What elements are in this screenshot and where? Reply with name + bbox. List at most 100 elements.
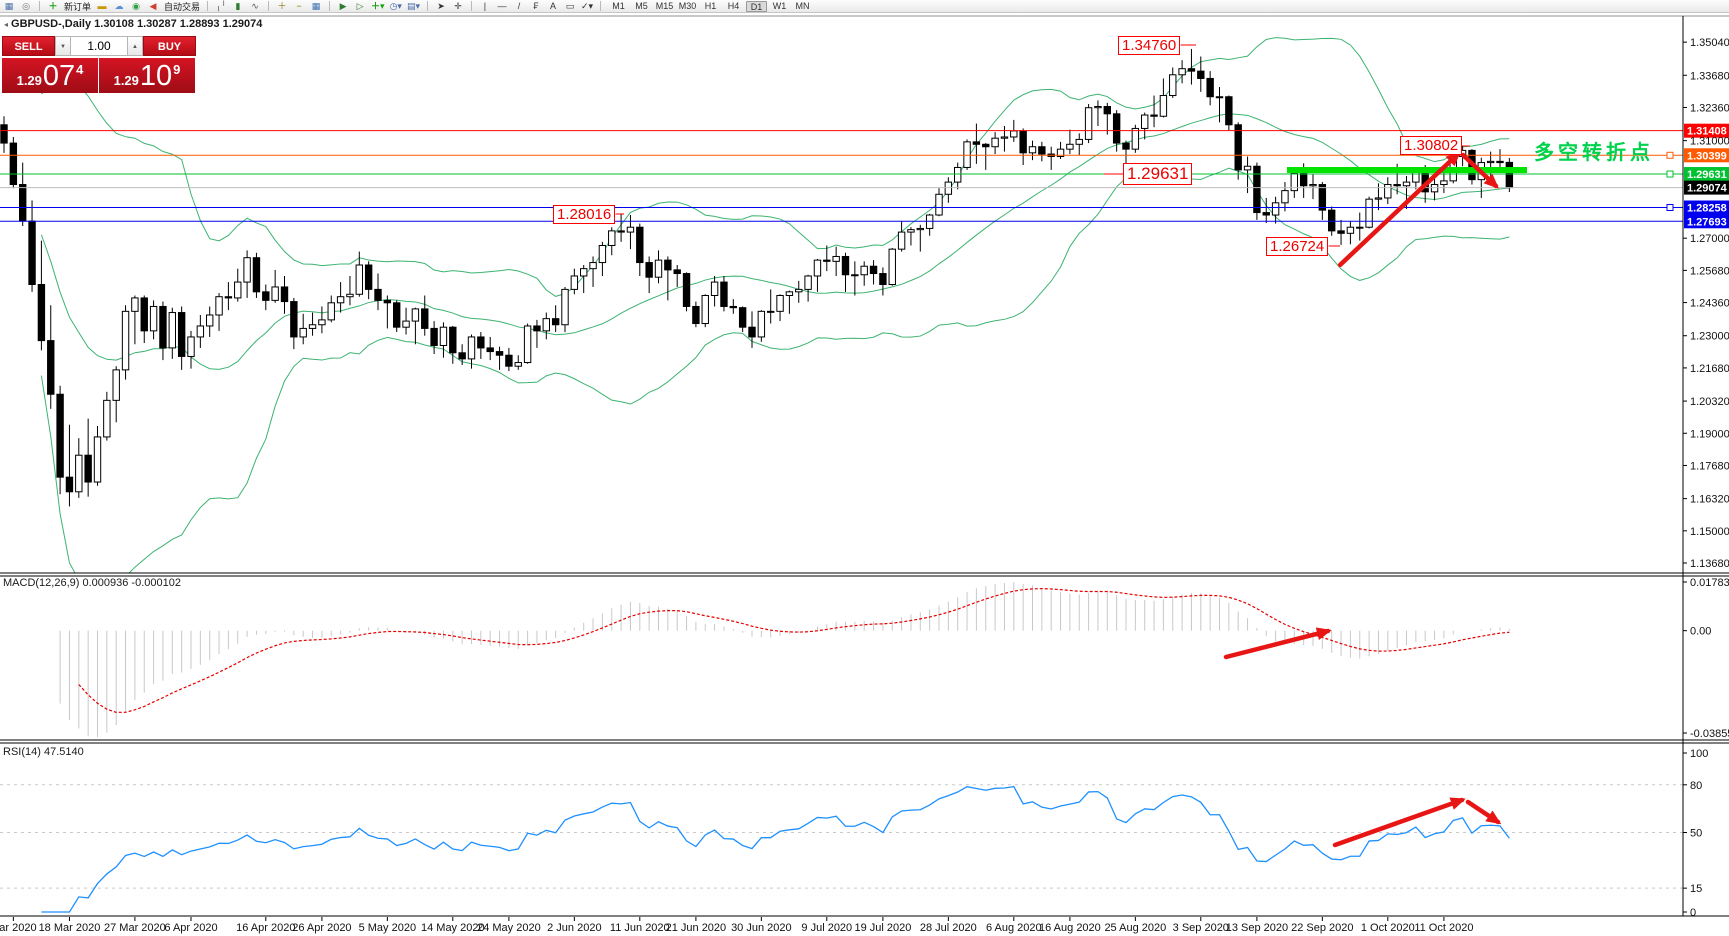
period-clock-icon[interactable]: ◷▾ (389, 1, 402, 11)
volume-down-stepper[interactable]: ▼ (55, 36, 71, 56)
candle-body (495, 351, 504, 356)
support-level-bar[interactable] (1287, 167, 1527, 173)
crosshair-tool-icon[interactable]: ✛ (454, 1, 462, 11)
zoom-out-icon[interactable]: − (296, 1, 302, 11)
trendline-tool-icon[interactable]: / (517, 1, 521, 11)
volume-input[interactable] (71, 36, 127, 56)
rsi-scale-label: 0 (1690, 907, 1696, 919)
timeframe-button-m1[interactable]: M1 (612, 0, 625, 11)
macd-pane[interactable] (0, 577, 1683, 740)
hline-tool-icon[interactable]: — (497, 1, 507, 11)
timeframe-button-m15[interactable]: M15 (655, 0, 674, 11)
candle-body (963, 141, 971, 168)
main-chart-plot[interactable] (0, 17, 1683, 573)
cloud-icon[interactable]: ☁ (114, 1, 124, 11)
candle-body (617, 230, 625, 233)
candle-body (47, 340, 55, 395)
price-annotation-label[interactable]: 1.29631 (1123, 163, 1193, 185)
candle-body (477, 336, 485, 349)
preview-icon[interactable]: ◎ (22, 1, 30, 11)
templates-icon[interactable]: ▤▾ (406, 1, 420, 11)
candle-body (804, 275, 812, 290)
hline-handle[interactable] (1666, 170, 1674, 178)
candle-body (402, 320, 410, 328)
tile-windows-icon[interactable]: ▦ (311, 1, 321, 11)
rsi-line (41, 785, 1510, 913)
price-tick-label: 1.33680 (1690, 70, 1729, 82)
chart-shift-icon[interactable]: ▷ (356, 1, 364, 11)
candle-body (1243, 165, 1252, 171)
line-mode-icon[interactable]: ∿ (251, 1, 259, 11)
rsi-trend-arrow[interactable] (1332, 797, 1466, 848)
hline-handle[interactable] (1666, 151, 1674, 159)
cursor-tool-icon[interactable]: ➤ (437, 1, 445, 11)
main-trend-arrow[interactable] (1337, 151, 1461, 268)
candle-body (1430, 184, 1439, 193)
price-tick-label: 1.23000 (1690, 331, 1729, 343)
macd-scale-label: 0.017833 (1690, 577, 1729, 589)
candle-body (767, 310, 775, 313)
rsi-pane[interactable] (0, 744, 1683, 916)
candle-body (1178, 68, 1186, 76)
autotrade-icon[interactable]: ◀ (149, 1, 157, 11)
gold-icon[interactable]: ▬ (97, 1, 107, 11)
auto-scroll-icon[interactable]: ▶ (339, 1, 347, 11)
time-tick-label: 19 Jul 2020 (854, 922, 911, 934)
price-tick-label: 1.19000 (1690, 428, 1729, 440)
candle-body (224, 296, 233, 299)
candle-body (673, 269, 681, 275)
candle-body (486, 347, 494, 353)
candle-mode-icon[interactable]: ▮ (235, 1, 241, 11)
price-badge-text: 1.29631 (1687, 169, 1727, 181)
sell-price-box[interactable]: 1.29 07 4 (2, 58, 98, 93)
bar-chart-mode-icon[interactable]: ╷╵ (215, 1, 227, 11)
autotrade-label[interactable]: 自动交易 (164, 1, 201, 12)
rsi-trend-arrow[interactable] (1465, 799, 1502, 825)
timeframe-button-m30[interactable]: M30 (678, 0, 697, 11)
buy-price-box[interactable]: 1.29 10 9 (99, 58, 195, 93)
sell-button[interactable]: SELL (2, 36, 55, 56)
note-annotation[interactable]: 多空转折点 (1534, 142, 1654, 164)
toolbar-separator (207, 1, 209, 11)
timeframe-button-w1[interactable]: W1 (772, 0, 787, 11)
price-badge-text: 1.28258 (1687, 203, 1727, 215)
candle-body (1328, 209, 1336, 232)
signal-icon[interactable]: ◉ (132, 1, 140, 11)
chart-window-icon[interactable]: ▦ (4, 1, 14, 11)
fibonacci-tool-icon[interactable]: ₣ (533, 1, 539, 11)
main-trend-arrow[interactable] (1460, 152, 1499, 189)
candle-body (187, 336, 195, 357)
collapse-caret-icon[interactable]: ◂ (4, 20, 9, 29)
price-annotation-label[interactable]: 1.30802 (1400, 136, 1463, 155)
buy-button[interactable]: BUY (143, 36, 196, 56)
new-order-label[interactable]: 新订单 (64, 1, 92, 12)
candle-body (1066, 143, 1074, 150)
text-tool-icon[interactable]: A (549, 1, 556, 11)
volume-up-stepper[interactable]: ▲ (127, 36, 143, 56)
timeframe-button-m5[interactable]: M5 (635, 0, 648, 11)
buy-price-big: 10 (139, 60, 173, 92)
timeframe-button-h4[interactable]: H4 (727, 0, 740, 11)
timeframe-button-mn[interactable]: MN (795, 0, 810, 11)
timeframe-button-h1[interactable]: H1 (704, 0, 717, 11)
hline-handle[interactable] (1666, 204, 1674, 212)
candle-body (1141, 114, 1149, 129)
price-annotation-label[interactable]: 1.34760 (1118, 36, 1181, 55)
candle-body (1505, 161, 1514, 189)
vline-tool-icon[interactable]: | (483, 1, 487, 11)
zoom-in-icon[interactable]: ＋ (277, 1, 287, 11)
candle-body (1000, 136, 1009, 139)
timeframe-button-d1[interactable]: D1 (746, 0, 768, 12)
shapes-tool-icon[interactable]: ✓▾ (580, 1, 594, 11)
add-indicator-icon[interactable]: ＋▾ (371, 1, 385, 11)
macd-trend-arrow[interactable] (1223, 627, 1332, 660)
candle-body (879, 273, 887, 286)
label-tool-icon[interactable]: ▭ (565, 1, 575, 11)
time-tick-label: 14 May 2020 (421, 922, 485, 934)
new-order-icon[interactable]: ＋ (48, 1, 58, 11)
price-annotation-label[interactable]: 1.28016 (553, 205, 616, 224)
time-tick-label: 16 Aug 2020 (1039, 922, 1101, 934)
price-annotation-label[interactable]: 1.26724 (1266, 237, 1329, 256)
toolbar-separator (470, 1, 472, 11)
